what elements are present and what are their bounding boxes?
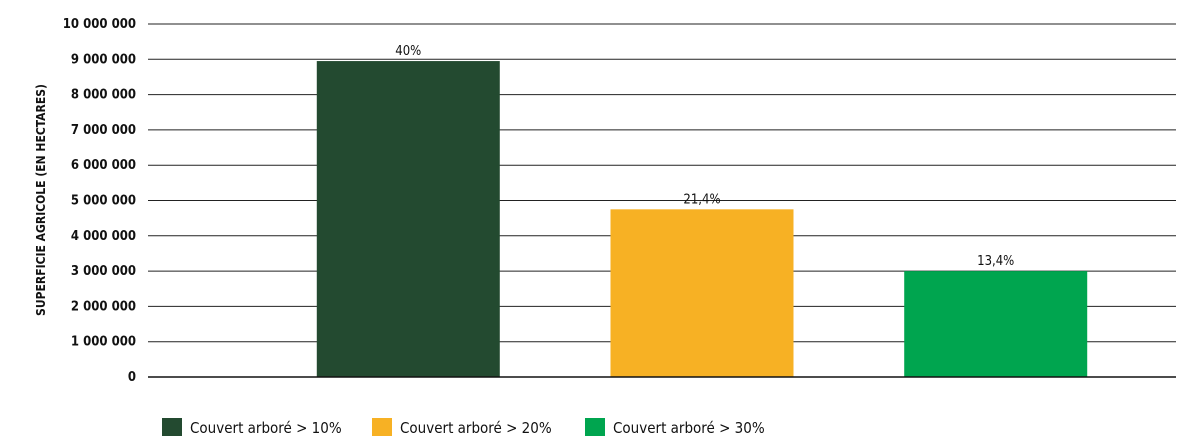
y-axis-ticks: 0 1 000 000 2 000 000 3 000 000 4 000 000 5 0…: [63, 17, 136, 385]
y-tick-label: 3 000 000: [71, 264, 136, 279]
legend-swatch: [585, 418, 605, 436]
bar: [610, 209, 794, 377]
y-axis-label: SUPERFICIE AGRICOLE (EN HECTARES): [34, 84, 48, 316]
y-tick-label: 4 000 000: [71, 229, 136, 244]
legend-item: Couvert arboré > 30%: [585, 418, 765, 437]
legend-label: Couvert arboré > 30%: [613, 419, 765, 437]
legend-label: Couvert arboré > 10%: [190, 419, 342, 437]
legend-item: Couvert arboré > 10%: [162, 418, 342, 437]
data-label: 13,4%: [977, 254, 1014, 269]
y-tick-label: 9 000 000: [71, 52, 136, 67]
data-label: 21,4%: [683, 192, 720, 207]
data-label: 40%: [395, 44, 421, 59]
y-tick-label: 0: [128, 370, 136, 385]
y-tick-label: 10 000 000: [63, 17, 136, 32]
bar: [316, 61, 500, 377]
y-tick-label: 2 000 000: [71, 299, 136, 314]
legend-swatch: [372, 418, 392, 436]
y-tick-label: 5 000 000: [71, 194, 136, 209]
legend-item: Couvert arboré > 20%: [372, 418, 552, 437]
y-tick-label: 6 000 000: [71, 158, 136, 173]
y-tick-label: 7 000 000: [71, 123, 136, 138]
legend-label: Couvert arboré > 20%: [400, 419, 552, 437]
data-labels: 40% 21,4% 13,4%: [395, 44, 1014, 269]
y-tick-label: 1 000 000: [71, 335, 136, 350]
legend: Couvert arboré > 10% Couvert arboré > 20%…: [162, 418, 765, 437]
bars: [316, 61, 1088, 377]
legend-swatch: [162, 418, 182, 436]
bar: [904, 271, 1088, 377]
y-tick-label: 8 000 000: [71, 88, 136, 103]
